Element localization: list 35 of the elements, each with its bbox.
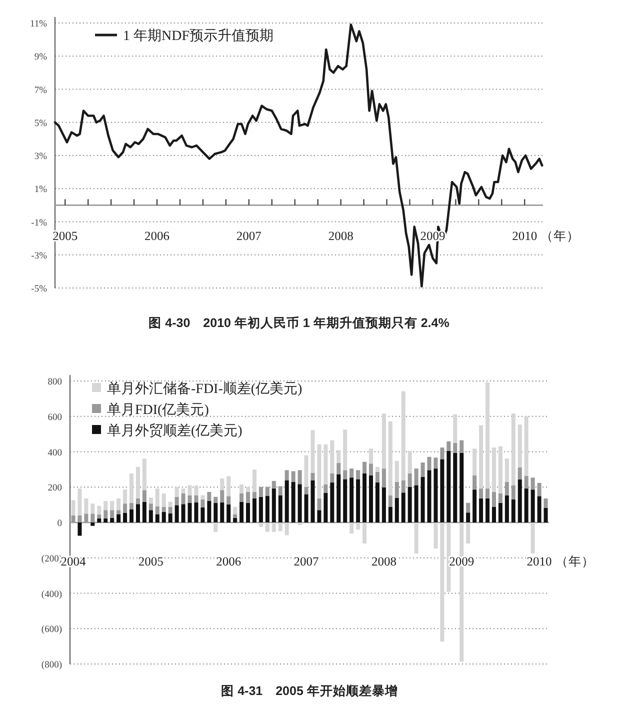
legend-label: 单月外汇储备-FDI-顺差(亿美元) (107, 381, 303, 397)
x-tick-label: 2007 (294, 554, 319, 568)
y-tick-label: 7% (34, 86, 48, 96)
y-tick-label: -1% (31, 218, 48, 228)
x-axis-title: （年） (540, 229, 580, 244)
y-tick-label: (400) (41, 590, 62, 600)
y-tick-label: -3% (31, 251, 48, 262)
x-tick-label: 2006 (216, 554, 242, 568)
y-tick-label: 5% (34, 118, 48, 129)
y-tick-label: 200 (48, 484, 62, 494)
legend-label: 单月FDI(亿美元) (107, 402, 210, 418)
text: 图 4-31 2005 年开始顺差暴增 (221, 684, 398, 698)
y-tick-label: 600 (48, 412, 62, 423)
x-tick-label: 2010 (526, 554, 552, 568)
y-tick-label: 400 (48, 448, 62, 458)
y-tick-label: 9% (34, 52, 48, 63)
y-tick-label: 11% (30, 20, 48, 30)
y-tick-label: (600) (41, 625, 62, 636)
legend-label: 1 年期NDF预示升值预期 (123, 28, 274, 44)
y-tick-label: 0 (57, 519, 62, 529)
y-tick-label: 800 (48, 378, 62, 388)
x-tick-label: 2008 (328, 229, 354, 244)
x-tick-label: 2009 (449, 554, 474, 568)
legend-label: 单月外贸顺差(亿美元) (107, 423, 243, 439)
y-tick-label: -5% (31, 284, 48, 294)
x-tick-label: 2007 (236, 229, 262, 244)
y-tick-label: (800) (41, 660, 62, 670)
x-tick-label: 2008 (371, 554, 396, 568)
x-axis-title: （年） (555, 554, 594, 568)
y-tick-label: 1% (34, 185, 48, 196)
x-tick-label: 2010 (512, 229, 538, 244)
text: 图 4-30 2010 年初人民币 1 年期升值预期只有 2.4% (148, 315, 450, 330)
y-tick-label: 3% (34, 152, 48, 162)
x-tick-label: 2006 (144, 229, 170, 244)
x-tick-label: 2005 (138, 554, 164, 568)
